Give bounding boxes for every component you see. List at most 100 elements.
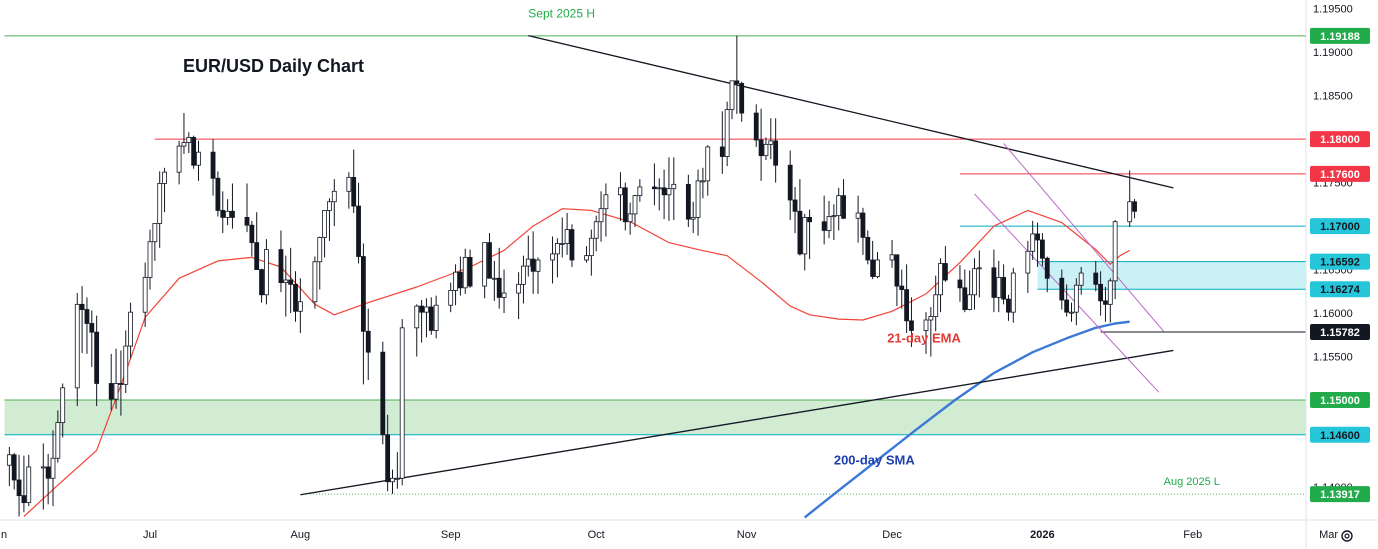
candle-2025-06-11 [50, 430, 56, 507]
candle-2025-12-24 [1001, 264, 1006, 305]
candle-body [74, 303, 80, 389]
candle-body [962, 287, 968, 310]
candle-body [763, 143, 769, 157]
price-tag-1.14600: 1.14600 [1310, 426, 1370, 443]
candle-body [79, 303, 85, 310]
candle-2025-09-19 [535, 257, 541, 294]
candle-2025-12-30 [1030, 220, 1036, 260]
price-zones [4, 261, 1306, 435]
price-tag-bg [1310, 27, 1370, 44]
candle-body [705, 146, 711, 182]
candle-body [729, 80, 735, 110]
x-tick-label: Aug [291, 529, 311, 541]
candle-2025-10-14 [656, 178, 662, 211]
candle-body [390, 477, 395, 483]
candle-body [288, 279, 294, 285]
candle-body [482, 242, 488, 287]
candle-body [312, 261, 318, 303]
candle-2025-10-28 [724, 101, 730, 167]
candle-2025-09-17 [525, 235, 531, 277]
candle-body [899, 285, 905, 290]
candle-body [259, 269, 264, 296]
settings-icon[interactable] [1341, 530, 1353, 542]
candle-body [928, 316, 934, 321]
candle-2025-12-18 [972, 258, 977, 310]
candle-2025-06-18 [84, 297, 90, 354]
candle-2025-11-03 [753, 104, 759, 147]
candle-body [55, 422, 61, 459]
price-tag-label: 1.18000 [1320, 134, 1360, 146]
candle-2025-11-06 [768, 118, 774, 160]
candle-2025-07-28 [278, 230, 284, 293]
y-tick-label: 1.19500 [1313, 4, 1353, 16]
candle-body [196, 151, 201, 166]
candle-2025-10-23 [700, 167, 706, 199]
time-axis[interactable]: n Jul Aug Sep Oct Nov Dec 2026 Feb Mar [1, 529, 1338, 541]
candle-body [661, 187, 667, 196]
candle-2025-08-26 [419, 300, 425, 343]
candle-body [457, 271, 463, 289]
candle-body [923, 319, 929, 331]
x-tick-label: Mar [1319, 529, 1338, 541]
candle-2025-09-18 [530, 231, 536, 294]
candle-body [176, 145, 182, 173]
candle-2025-10-22 [695, 169, 701, 236]
candle-2026-01-20 [1132, 199, 1137, 219]
candle-body [724, 109, 730, 157]
candle-body [875, 259, 880, 277]
candle-body [327, 201, 332, 211]
candle-body [976, 267, 982, 270]
candle-2026-01-05 [1059, 269, 1065, 310]
candle-2025-08-22 [399, 319, 405, 486]
candle-body [331, 190, 337, 203]
candle-body [525, 258, 531, 267]
candle-body [152, 223, 158, 243]
candle-2025-10-03 [603, 183, 609, 237]
annotations: Sept 2025 H Aug 2025 L 21-day EMA 200-day S… [528, 6, 1220, 488]
candle-2025-10-24 [705, 145, 711, 196]
candle-body [1006, 298, 1011, 313]
candle-body [685, 183, 691, 220]
candle-body [351, 176, 357, 207]
candle-2025-09-24 [559, 217, 565, 258]
upper-trendline [528, 35, 1174, 189]
candle-body [967, 294, 973, 310]
candle-2025-09-03 [457, 256, 463, 296]
candle-body [108, 383, 114, 400]
candle-body [530, 258, 536, 272]
candle-2025-12-29 [1025, 240, 1031, 294]
candle-body [521, 265, 526, 285]
candle-body [453, 271, 458, 291]
candle-body [142, 276, 148, 313]
candle-2025-09-15 [516, 272, 521, 320]
x-tick-label: Jul [143, 529, 157, 541]
price-tag-label: 1.13917 [1320, 489, 1360, 501]
candle-2025-11-26 [865, 230, 871, 265]
candle-body [1040, 239, 1045, 259]
candle-2025-07-21 [244, 183, 250, 233]
candle-2025-10-13 [652, 163, 657, 206]
candle-2025-08-18 [380, 341, 386, 445]
candle-body [467, 256, 473, 287]
candle-body [1010, 272, 1016, 313]
candle-body [758, 139, 764, 157]
candle-2025-08-27 [424, 298, 429, 338]
candle-body [491, 277, 497, 280]
candle-2025-09-01 [448, 282, 454, 313]
candle-body [215, 177, 221, 211]
candle-2025-06-16 [74, 293, 80, 407]
candle-2025-06-10 [45, 453, 51, 505]
candle-2025-10-30 [734, 35, 740, 114]
annotation-200-day-sma: 200-day SMA [834, 452, 916, 467]
candle-2025-12-23 [996, 260, 1002, 313]
candle-body [535, 259, 541, 272]
candle-body [773, 140, 779, 166]
candle-body [147, 241, 153, 278]
candle-2025-07-22 [249, 220, 255, 257]
candle-2025-12-08 [923, 312, 929, 354]
candle-body [16, 479, 22, 497]
candle-2026-01-09 [1078, 266, 1084, 295]
candle-2025-09-12 [501, 269, 507, 314]
candle-2025-11-10 [787, 150, 793, 220]
